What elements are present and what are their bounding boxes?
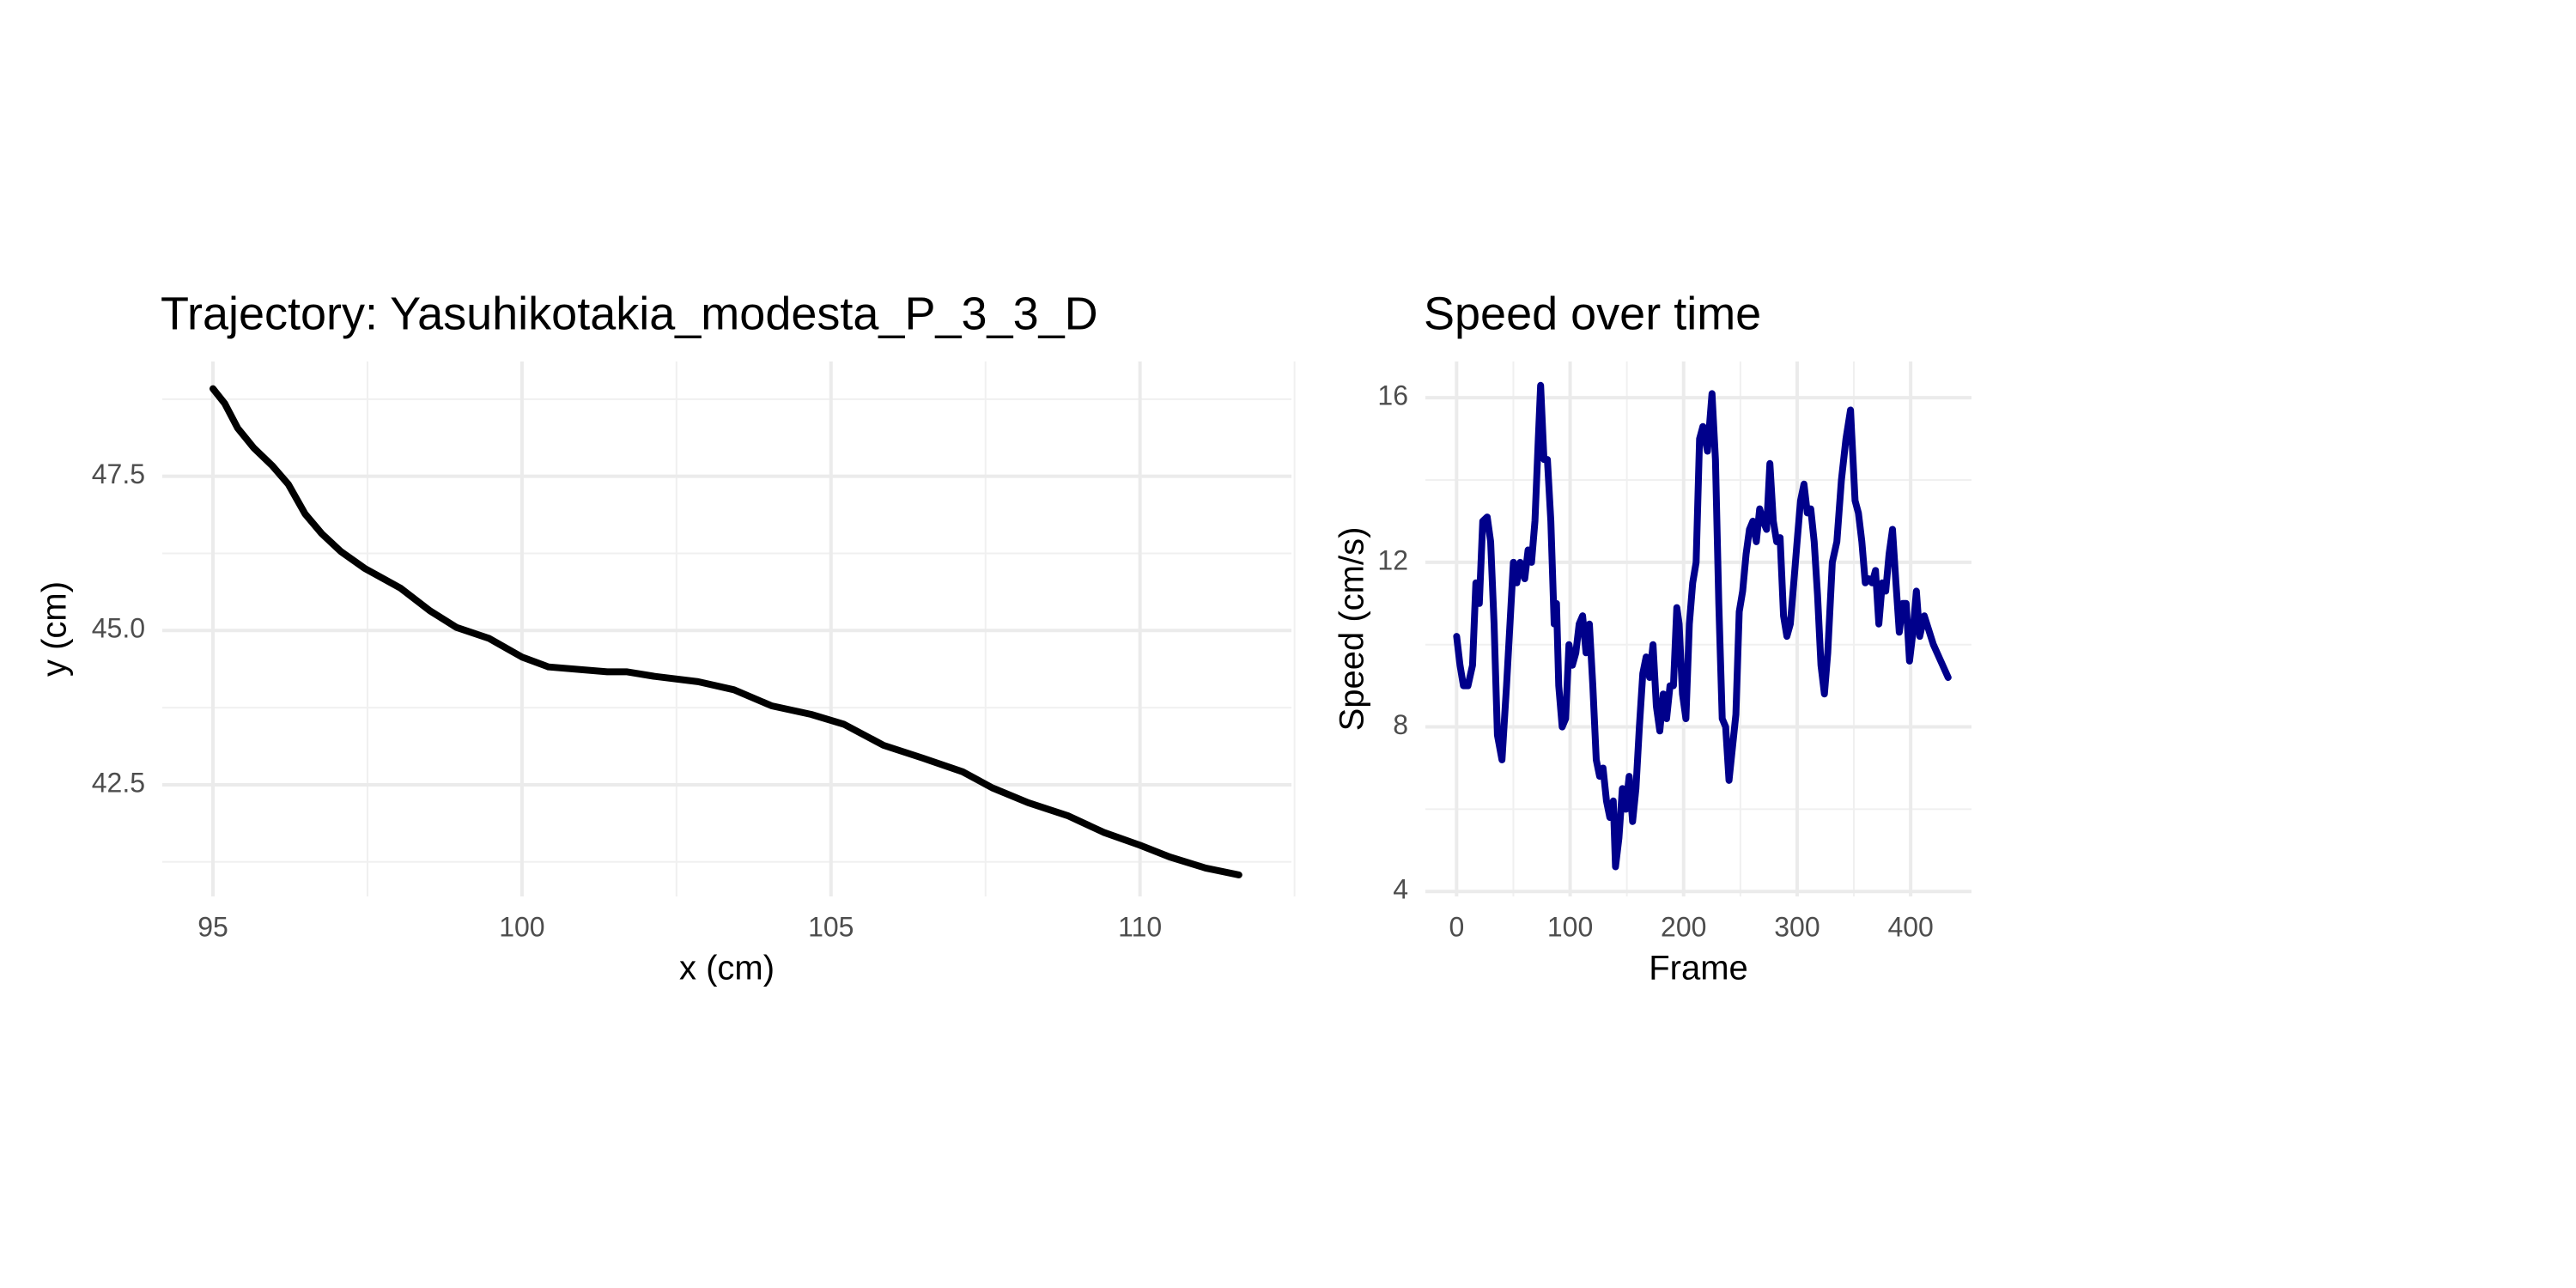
x-tick-label: 200 bbox=[1661, 911, 1706, 942]
y-axis-title: y (cm) bbox=[36, 581, 74, 677]
y-tick-label: 12 bbox=[1377, 544, 1408, 575]
y-tick-label: 16 bbox=[1377, 380, 1408, 411]
x-tick-label: 100 bbox=[1547, 911, 1593, 942]
x-tick-label: 95 bbox=[197, 911, 228, 942]
x-tick-label: 0 bbox=[1449, 911, 1464, 942]
chart-title: Speed over time bbox=[1424, 288, 1761, 339]
data-line bbox=[1453, 381, 1952, 871]
chart-title: Trajectory: Yasuhikotakia_modesta_P_3_3_… bbox=[161, 288, 1098, 339]
data-line bbox=[210, 385, 1242, 878]
x-tick-label: 100 bbox=[499, 911, 544, 942]
y-tick-label: 45.0 bbox=[92, 613, 145, 644]
x-tick-label: 105 bbox=[808, 911, 854, 942]
y-axis-title: Speed (cm/s) bbox=[1334, 527, 1371, 732]
y-tick-label: 4 bbox=[1393, 874, 1408, 905]
x-tick-label: 300 bbox=[1774, 911, 1820, 942]
x-axis-title: x (cm) bbox=[679, 950, 775, 987]
x-tick-label: 110 bbox=[1118, 911, 1162, 942]
y-tick-label: 47.5 bbox=[92, 459, 145, 489]
y-tick-label: 42.5 bbox=[92, 767, 145, 798]
y-tick-label: 8 bbox=[1393, 709, 1408, 740]
x-tick-label: 400 bbox=[1887, 911, 1933, 942]
x-axis-title: Frame bbox=[1649, 950, 1748, 987]
